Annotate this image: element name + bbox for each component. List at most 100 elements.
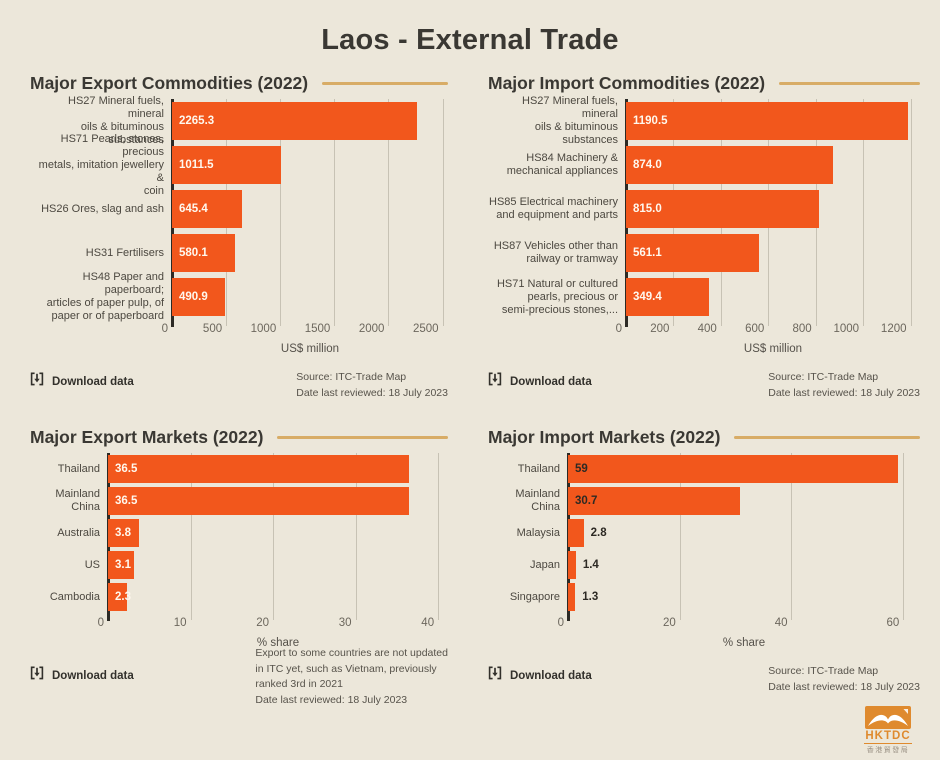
panel-footer: Download data Export to some countries a… [30,647,448,708]
category-label: HS71 Natural or cultured pearls, preciou… [496,277,618,316]
bar-row: 2.8 [568,517,920,549]
hktdc-logo[interactable]: HKTDC 香港貿發局 [864,706,912,755]
axis-tick-label: 800 [792,323,812,335]
download-label: Download data [510,669,592,682]
bar [626,190,820,228]
bar-value-label: 874.0 [633,159,662,171]
download-icon [488,372,502,391]
export-commodities-chart: HS27 Mineral fuels, mineral oils & bitum… [30,95,448,355]
axis-tick-label: 400 [697,323,717,335]
bar-row: 349.4 [626,275,920,319]
axis-tick-label: 2000 [358,323,385,335]
source-line: Source: ITC-Trade Map [768,371,879,383]
axis-tick-label: 60 [886,617,900,629]
plot-area: 36.5 36.5 3.8 3.1 2.3 0 10 20 30 40 % share [98,453,448,649]
export-markets-chart: Thailand Mainland China Australia US Cambodi… [30,453,448,649]
source-notes: Export to some countries are not updated… [255,646,448,708]
axis-tick-label: 20 [256,617,270,629]
x-axis-tick-labels: 0 20 40 60 [558,617,920,632]
page-title: Laos - External Trade [321,24,619,56]
title-underline [322,82,448,85]
bar-row: 1011.5 [172,143,448,187]
download-data-button[interactable]: Download data [30,372,134,391]
source-notes: Source: ITC-Trade Map Date last reviewed… [296,370,448,401]
category-label: Japan [530,558,560,571]
bar [626,146,834,184]
bar [108,519,140,547]
axis-tick-label: 0 [97,617,104,629]
bar [568,455,898,483]
gridline [679,453,681,620]
bar-value-label: 490.9 [179,291,208,303]
gridline [863,99,865,326]
bar [568,551,576,579]
bar [568,487,740,515]
category-label: Malaysia [516,526,560,539]
import-commodities-chart: HS27 Mineral fuels, mineral oils & bitum… [488,95,920,355]
bar [108,583,127,611]
category-label: HS27 Mineral fuels, mineral oils & bitum… [522,95,618,146]
gridline [190,453,192,620]
category-label: Thailand [57,462,100,475]
bar-row: 2.3 [108,581,448,613]
download-icon [488,666,502,685]
gridline [438,453,440,620]
export-markets-panel: Major Export Markets (2022) Thailand Main… [30,427,448,708]
bar-value-label: 1.4 [582,559,599,571]
gridline [334,99,336,326]
source-line: Source: ITC-Trade Map [296,371,407,383]
title-underline [734,436,920,439]
date-reviewed-line: Date last reviewed: 18 July 2023 [255,693,408,706]
download-data-button[interactable]: Download data [30,666,134,685]
bar-value-label: 2.3 [115,591,131,603]
bar-value-label: 1011.5 [179,159,214,171]
category-label: Mainland China [515,488,560,513]
bar [626,278,709,316]
bar [108,551,134,579]
bar [568,583,576,611]
bar-value-label: 3.1 [115,559,131,571]
axis-tick-label: 10 [173,617,187,629]
bar-value-label: 1.3 [582,591,599,603]
panel-header: Major Import Markets (2022) [488,427,920,448]
axis-tick-label: 200 [650,323,670,335]
axis-tick-label: 20 [662,617,676,629]
charts-grid: Major Export Commodities (2022) HS27 Min… [0,57,940,708]
category-labels: Thailand Mainland China Australia US Cambodi… [30,453,108,649]
download-data-button[interactable]: Download data [488,372,592,391]
x-axis-title: % share [256,637,300,649]
download-data-button[interactable]: Download data [488,666,592,685]
bar-value-label: 580.1 [179,247,208,259]
bar-value-label: 30.7 [575,495,598,507]
bar [568,519,584,547]
source-line: Source: ITC-Trade Map [768,665,879,677]
axis-tick-label: 1500 [304,323,331,335]
category-labels: HS27 Mineral fuels, mineral oils & bitum… [488,95,626,355]
hktdc-logo-text: HKTDC [864,730,912,744]
axis-tick-label: 40 [421,617,435,629]
bar-value-label: 645.4 [179,203,208,215]
gridline [273,453,275,620]
bar-value-label: 349.4 [633,291,662,303]
category-label: Australia [57,526,100,539]
category-label: US [84,558,100,571]
bar-value-label: 1190.5 [633,115,668,127]
bar-row: 3.8 [108,517,448,549]
bar-value-label: 561.1 [633,247,662,259]
x-axis-tick-labels: 0 200 400 600 800 1000 1200 [616,323,920,338]
bar-value-label: 36.5 [115,463,138,475]
category-label: HS85 Electrical machinery and equipment … [489,196,618,221]
bar-row: 36.5 [108,453,448,485]
axis-tick-label: 40 [774,617,788,629]
bar-value-label: 2265.3 [179,115,215,127]
chart-title: Major Import Markets (2022) [488,427,721,447]
bar-value-label: 2.8 [590,527,607,539]
category-label: HS84 Machinery & mechanical appliances [506,152,618,177]
category-label: Thailand [517,462,560,475]
axis-tick-label: 1200 [880,323,907,335]
panel-header: Major Export Commodities (2022) [30,73,448,94]
category-label: HS71 Pearls, stones, precious metals, im… [38,132,164,197]
import-commodities-panel: Major Import Commodities (2022) HS27 Min… [488,73,920,401]
plot-area: 1190.5 874.0 815.0 561.1 349.4 0 200 400 600 800 1… [616,99,920,355]
bar-row: 3.1 [108,549,448,581]
